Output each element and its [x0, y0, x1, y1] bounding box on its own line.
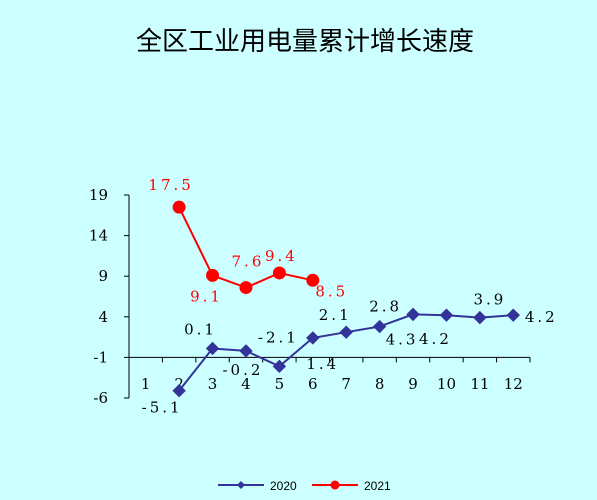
x-tick-label: 3: [208, 375, 218, 393]
legend-marker-2021: [330, 480, 340, 490]
chart-title: 全区工业用电量累计增长速度: [136, 27, 474, 57]
data-point-2021: [172, 200, 186, 214]
x-tick-label: 1: [141, 375, 151, 393]
x-tick-label: 5: [275, 375, 285, 393]
data-point-2020: [439, 308, 454, 322]
legend: 2020 2021: [218, 479, 391, 493]
y-tick-label: -1: [93, 348, 108, 366]
legend-label-2020: 2020: [270, 479, 297, 493]
data-label-2020: 2.8: [369, 298, 402, 316]
data-label-2020: -2.1: [258, 328, 299, 346]
x-tick-label: 12: [504, 375, 523, 393]
legend-label-2021: 2021: [364, 479, 391, 493]
x-tick-label: 11: [470, 375, 489, 393]
data-label-2020: 2.1: [319, 306, 352, 324]
data-point-2020: [506, 308, 520, 322]
data-point-2020: [372, 319, 387, 334]
data-label-2021: 9.1: [190, 287, 223, 305]
data-point-2020: [272, 359, 287, 374]
data-label-2020: 3.9: [473, 291, 506, 309]
data-label-2020: -0.2: [222, 361, 263, 379]
data-label-2021: 7.6: [232, 253, 265, 271]
data-point-2020: [339, 325, 353, 339]
y-tick-label: -6: [93, 389, 108, 407]
data-point-2021: [306, 273, 320, 287]
data-label-2021: 8.5: [315, 282, 348, 300]
data-label-2021: 17.5: [148, 176, 193, 194]
x-tick-label: 10: [437, 375, 456, 393]
data-label-2020: 4.3: [386, 330, 419, 348]
x-tick-label: 6: [308, 375, 318, 393]
y-tick-label: 4: [98, 308, 108, 326]
data-label-2020: -5.1: [142, 399, 183, 417]
data-point-2021: [206, 268, 220, 282]
data-label-2021: 9.4: [265, 247, 298, 265]
data-point-2021: [239, 281, 253, 295]
x-tick-label: 7: [341, 375, 351, 393]
legend-marker-2020: [237, 481, 245, 489]
y-tick-label: 9: [98, 267, 108, 285]
data-point-2020: [473, 310, 487, 325]
y-tick-label: 19: [89, 186, 108, 204]
data-point-2020: [172, 383, 186, 398]
y-tick-label: 14: [89, 227, 108, 245]
x-tick-label: 9: [408, 375, 418, 393]
data-point-2021: [272, 266, 286, 280]
data-label-2020: 4.2: [419, 330, 452, 348]
series-layer: [172, 200, 520, 398]
data-point-2020: [306, 331, 320, 345]
x-tick-label: 8: [375, 375, 385, 393]
data-labels: -5.10.1-0.2-2.11.42.1 2.84.3 4.23.94.217.5…: [142, 176, 558, 417]
x-tick-label: 4: [241, 375, 251, 393]
data-label-2020: 4.2: [525, 308, 558, 326]
data-point-2020: [406, 307, 420, 322]
data-point-2020: [205, 341, 220, 356]
data-label-2020: 1.4: [306, 355, 339, 373]
data-point-2020: [239, 344, 253, 358]
data-label-2020: 0.1: [184, 320, 217, 338]
